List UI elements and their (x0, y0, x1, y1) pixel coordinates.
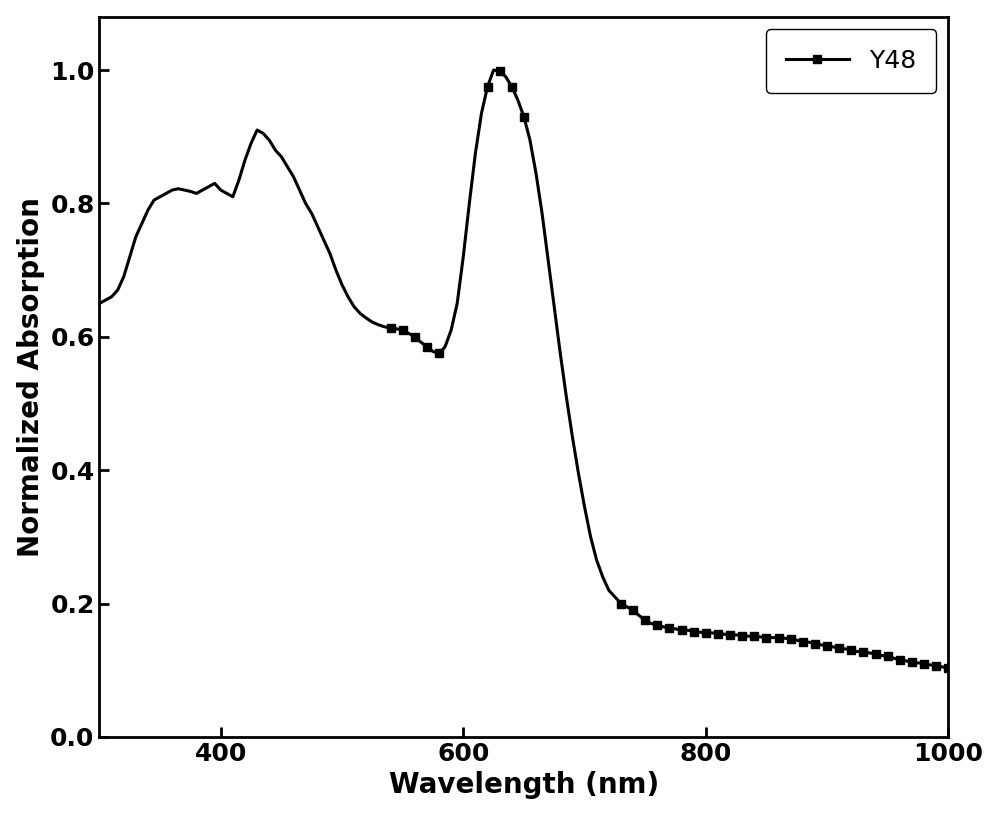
Legend: Y48: Y48 (766, 29, 936, 93)
Y-axis label: Normalized Absorption: Normalized Absorption (17, 197, 45, 557)
X-axis label: Wavelength (nm): Wavelength (nm) (389, 771, 659, 800)
